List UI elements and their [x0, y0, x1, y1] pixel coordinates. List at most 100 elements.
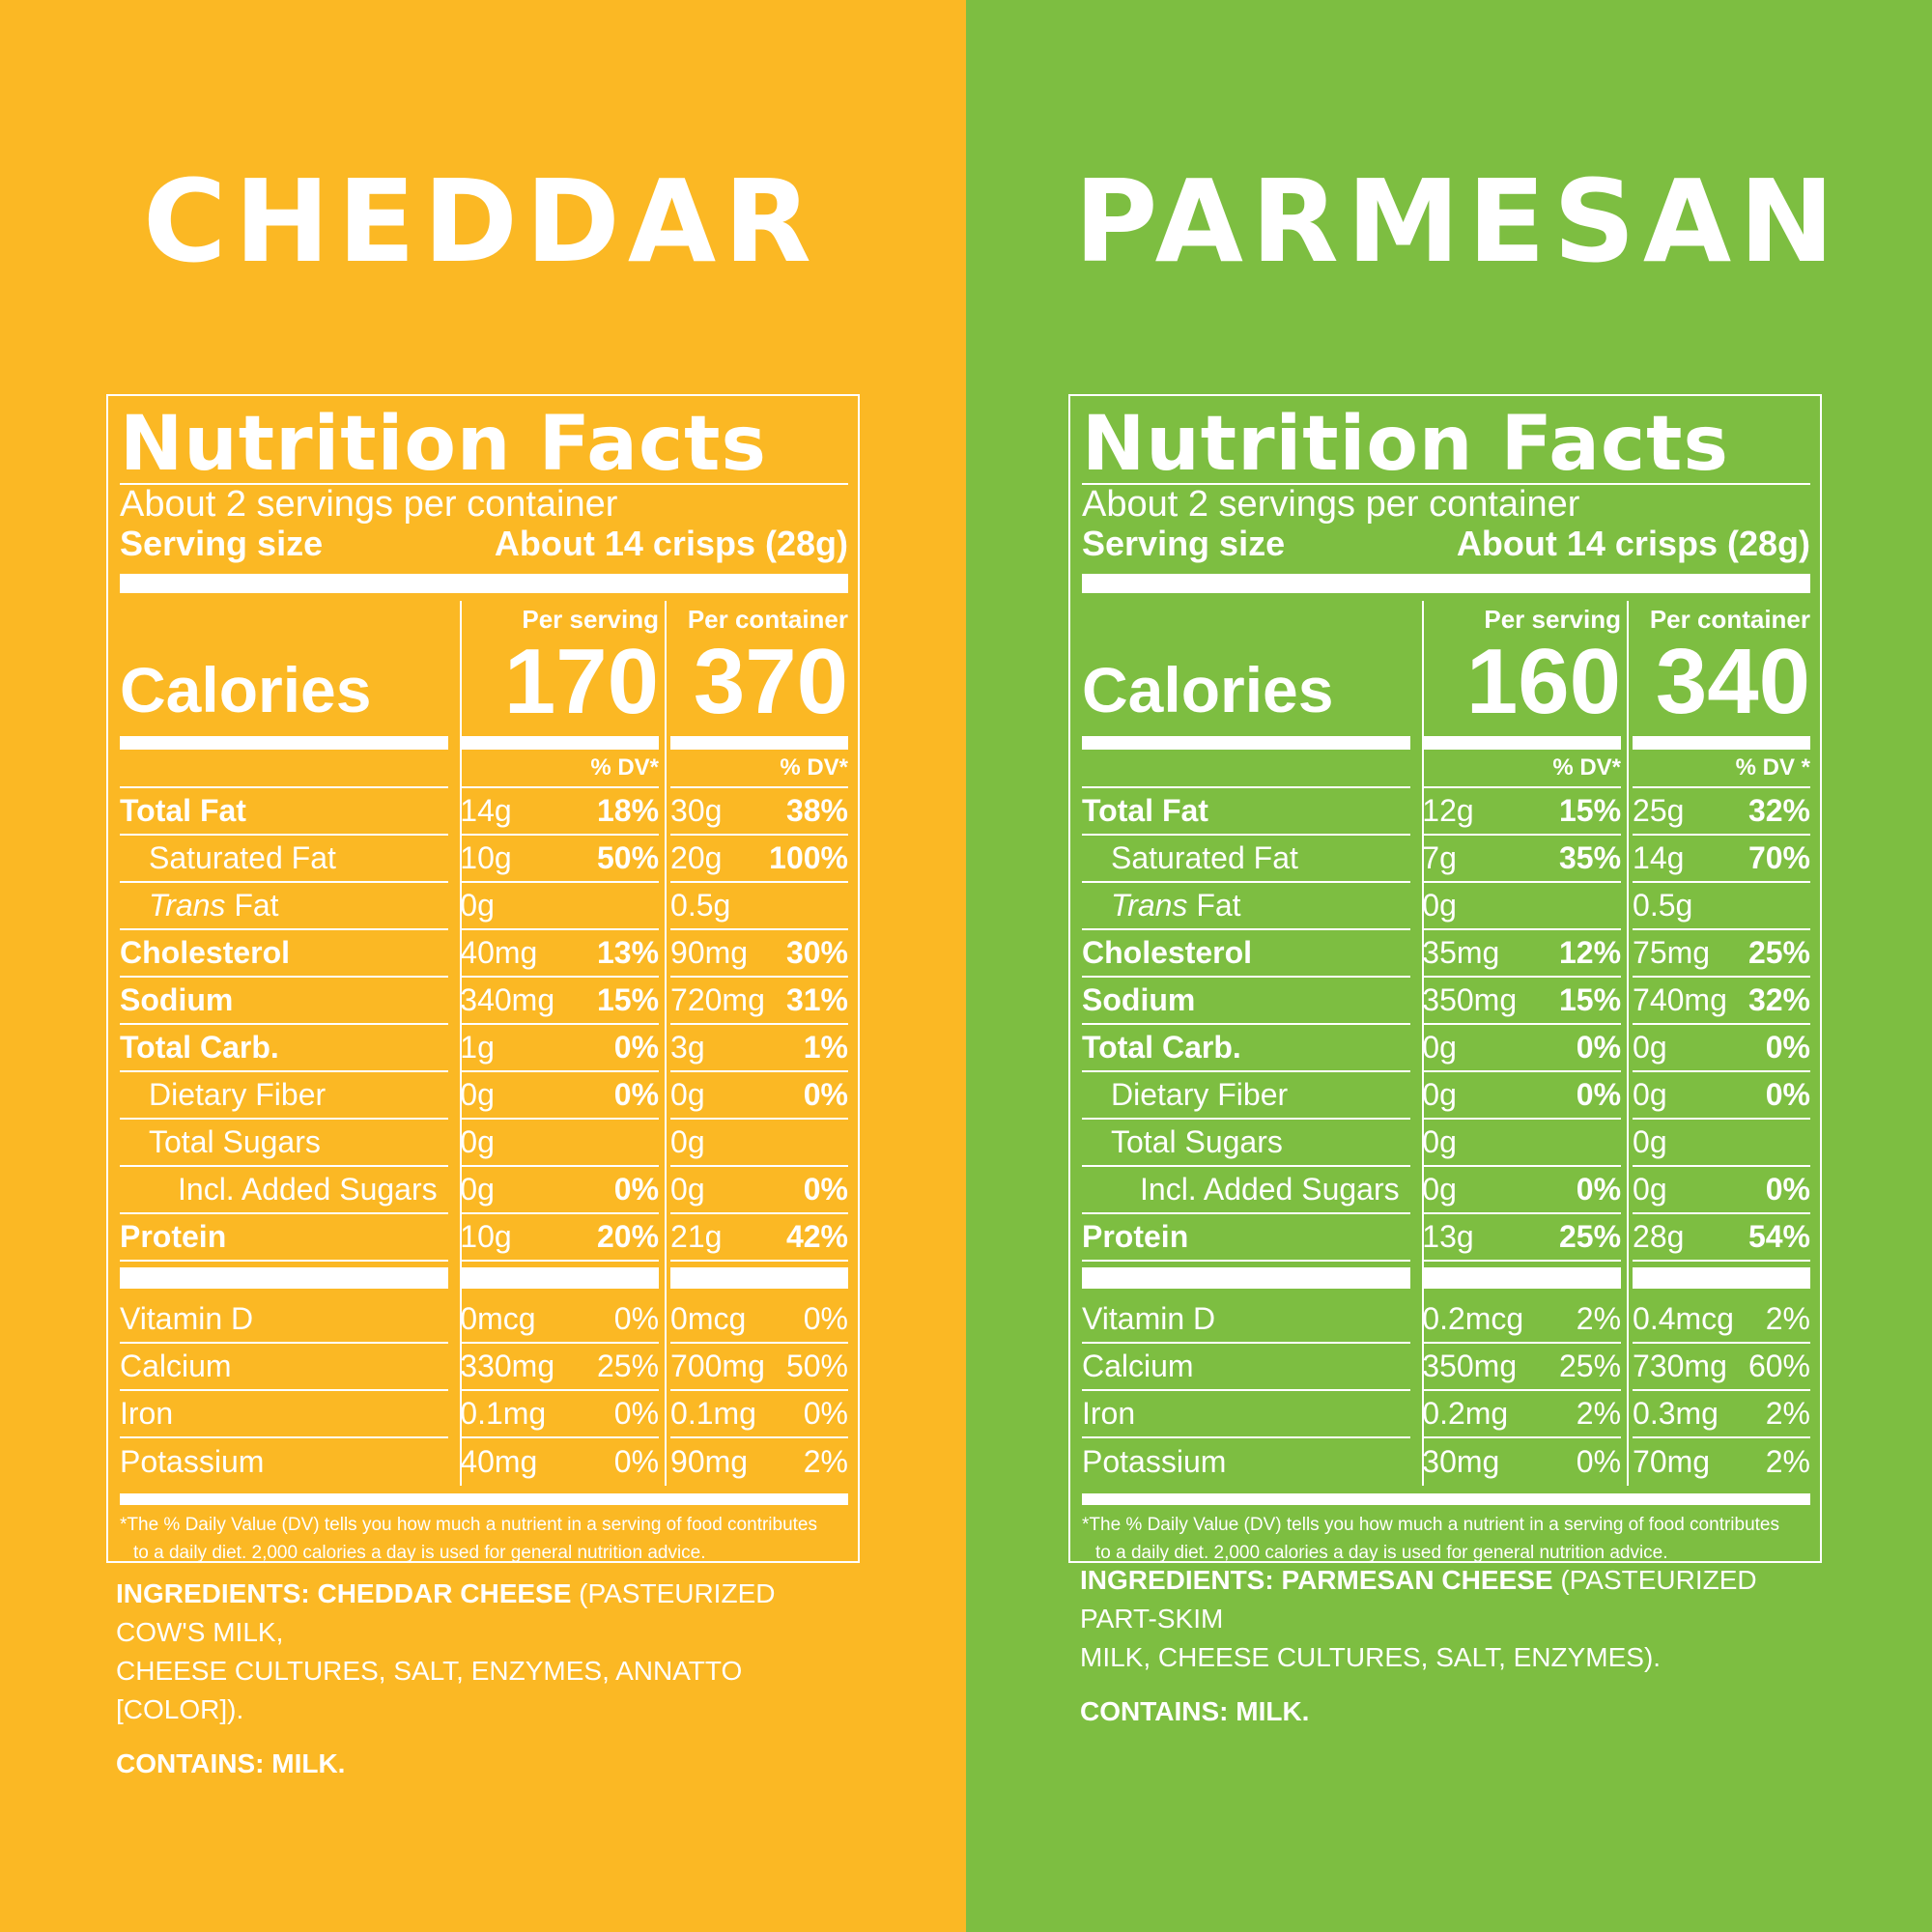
- nutrient-row: 12g 15%: [1422, 788, 1622, 836]
- calories-per-serving: 160: [1465, 630, 1622, 733]
- nutrient-name: Total Carb.: [120, 1030, 279, 1065]
- vitamin-row: 0.2mcg 2%: [1422, 1296, 1622, 1344]
- vitamin-row: Calcium: [120, 1344, 449, 1391]
- daily-value: 25%: [1558, 1219, 1622, 1254]
- daily-value: 25%: [1558, 1349, 1622, 1383]
- daily-value: 30%: [785, 935, 848, 970]
- daily-value: 0%: [803, 1077, 848, 1112]
- ingredients-line-1: INGREDIENTS: CHEDDAR CHEESE (PASTEURIZED…: [116, 1578, 776, 1647]
- nutrient-row: 90mg 30%: [670, 930, 848, 978]
- daily-value: 2%: [1765, 1301, 1810, 1336]
- nutrient-row: 0g 0%: [460, 1072, 660, 1120]
- dv-footnote: *The % Daily Value (DV) tells you how mu…: [120, 1515, 817, 1563]
- divider: [670, 786, 848, 788]
- nutrient-row: 35mg 12%: [1422, 930, 1622, 978]
- daily-value: 0%: [803, 1172, 848, 1207]
- nutrient-row: 0.5g: [670, 883, 848, 930]
- calories-label: Calories: [1082, 654, 1334, 725]
- nutrient-row: 0g: [1422, 883, 1622, 930]
- nutrient-row: 10g 50%: [460, 836, 660, 883]
- amount: 0.2mcg: [1422, 1301, 1524, 1336]
- nutrient-row: Sodium: [1082, 978, 1411, 1025]
- nutrient-row: 0g 0%: [1422, 1072, 1622, 1120]
- cheddar-panel: CHEDDAR Nutrition Facts About 2 servings …: [0, 0, 966, 1932]
- amount: 0mcg: [460, 1301, 536, 1336]
- daily-value: 54%: [1747, 1219, 1810, 1254]
- nutrient-row: 20g 100%: [670, 836, 848, 883]
- nutrient-name: Trans: [1111, 888, 1188, 923]
- divider: [1082, 736, 1411, 750]
- nutrient-name: Iron: [1082, 1396, 1136, 1431]
- amount: 13g: [1422, 1219, 1474, 1254]
- daily-value: 0%: [1576, 1172, 1622, 1207]
- nutrient-name: Total Fat: [120, 793, 246, 828]
- vitamin-row: 0.1mg 0%: [460, 1391, 660, 1438]
- amount: 0g: [1422, 1077, 1457, 1112]
- calories-per-container: 370: [693, 630, 848, 733]
- daily-value: 20%: [596, 1219, 660, 1254]
- nutrient-row: Dietary Fiber: [1082, 1072, 1411, 1120]
- vitamin-row: 40mg 0%: [460, 1438, 659, 1486]
- vitamin-row: 0mcg 0%: [670, 1296, 848, 1344]
- nutrient-row: 0g 0%: [1633, 1072, 1810, 1120]
- nutrient-table: Calories Total Fat Saturated Fat Trans Fat…: [1082, 601, 1810, 1486]
- daily-value: 32%: [1747, 793, 1810, 828]
- nutrient-row: Incl. Added Sugars: [1082, 1167, 1411, 1214]
- dv-header: % DV*: [780, 754, 848, 781]
- parmesan-panel: PARMESAN Nutrition Facts About 2 servings…: [966, 0, 1932, 1932]
- nutrient-name: Calcium: [1082, 1349, 1194, 1383]
- vitamin-row: 30mg 0%: [1422, 1438, 1621, 1486]
- daily-value: 18%: [596, 793, 660, 828]
- daily-value: 12%: [1558, 935, 1622, 970]
- amount: 28g: [1633, 1219, 1685, 1254]
- nutrient-name: Saturated Fat: [1111, 840, 1298, 875]
- daily-value: 0%: [613, 1172, 660, 1207]
- daily-value: 13%: [596, 935, 660, 970]
- serving-size-value: About 14 crisps (28g): [1456, 524, 1810, 563]
- daily-value: 60%: [1747, 1349, 1810, 1383]
- servings-per-container: About 2 servings per container: [120, 484, 618, 525]
- daily-value: 1%: [803, 1030, 848, 1065]
- divider: [120, 483, 848, 485]
- per-container-label: Per container: [687, 605, 848, 634]
- nutrient-name: Incl. Added Sugars: [178, 1172, 438, 1207]
- amount: 25g: [1633, 793, 1685, 828]
- nutrient-name: Incl. Added Sugars: [1140, 1172, 1400, 1207]
- nutrient-row: Trans Fat: [120, 883, 449, 930]
- nutrient-name: Cholesterol: [1082, 935, 1253, 970]
- vitamin-row: 0mcg 0%: [460, 1296, 660, 1344]
- amount: 0g: [1422, 1172, 1457, 1207]
- nutrient-name: Dietary Fiber: [149, 1077, 327, 1112]
- nutrient-row: Sodium: [120, 978, 449, 1025]
- serving-size-value: About 14 crisps (28g): [494, 524, 848, 563]
- nutrition-facts-label: Nutrition Facts About 2 servings per cont…: [106, 394, 860, 1563]
- amount: 30mg: [1422, 1444, 1500, 1479]
- vitamin-row: 0.2mg 2%: [1422, 1391, 1622, 1438]
- amount: 0g: [460, 1172, 495, 1207]
- nutrient-row: Total Carb.: [120, 1025, 449, 1072]
- nutrient-row: 0g: [1422, 1120, 1622, 1167]
- daily-value: 0%: [613, 1396, 660, 1431]
- daily-value: 0%: [803, 1301, 848, 1336]
- nutrient-name: Cholesterol: [120, 935, 291, 970]
- daily-value: 2%: [1576, 1396, 1622, 1431]
- nutrition-facts-title: Nutrition Facts: [1082, 401, 1729, 488]
- daily-value: 2%: [1576, 1301, 1622, 1336]
- daily-value: 50%: [785, 1349, 848, 1383]
- calories-per-container: 340: [1655, 630, 1810, 733]
- nutrient-row: Incl. Added Sugars: [120, 1167, 449, 1214]
- nutrient-row: 28g 54%: [1633, 1214, 1810, 1262]
- amount: 0.5g: [670, 888, 731, 923]
- amount: 90mg: [670, 1444, 749, 1479]
- daily-value: 2%: [1765, 1396, 1810, 1431]
- serving-size-label: Serving size: [120, 524, 324, 563]
- nutrient-name: Total Sugars: [1111, 1124, 1283, 1159]
- daily-value: 31%: [785, 982, 848, 1017]
- calories-label: Calories: [120, 654, 372, 725]
- daily-value: 38%: [785, 793, 848, 828]
- nutrient-row: 0g: [460, 883, 660, 930]
- nutrient-row: Total Fat: [120, 788, 449, 836]
- amount: 3g: [670, 1030, 705, 1065]
- nutrient-name: Total Carb.: [1082, 1030, 1241, 1065]
- vitamin-row: Vitamin D: [120, 1296, 449, 1344]
